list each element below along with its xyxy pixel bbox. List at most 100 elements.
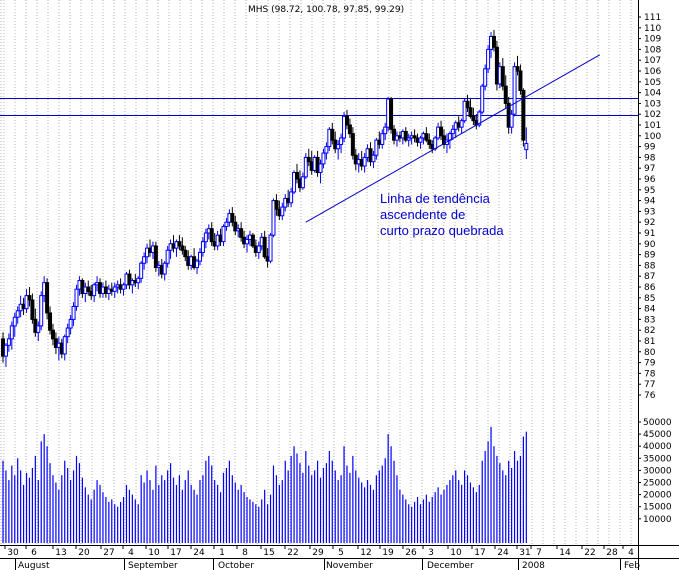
volume-axis: 50000 45000 40000 35000 30000 25000 20000 15000…	[638, 418, 672, 525]
candle-body	[197, 251, 202, 262]
candle-body	[180, 245, 185, 251]
date-label: 28	[606, 548, 618, 558]
volume-tick-label: 45000	[643, 430, 672, 440]
candle-body	[439, 126, 444, 137]
price-tick-label: 93	[644, 207, 655, 217]
candle-body	[274, 200, 279, 210]
price-tick-label: 97	[644, 164, 655, 174]
candle-body	[303, 156, 308, 178]
candle-body	[74, 288, 79, 307]
candle-body	[347, 124, 352, 135]
price-tick-label: 92	[644, 218, 655, 228]
candle-body	[165, 249, 170, 264]
candle-body	[9, 325, 14, 340]
date-label: 27	[103, 548, 114, 558]
price-tick-label: 79	[644, 359, 656, 369]
date-label: 4	[628, 548, 634, 558]
candle-body	[24, 295, 29, 310]
candle-body	[427, 139, 432, 145]
price-tick-label: 77	[644, 380, 655, 390]
candle-body	[62, 336, 67, 355]
candle-body	[424, 133, 429, 141]
volume-tick-label: 25000	[643, 479, 672, 489]
candle-body	[480, 85, 485, 113]
candle-body	[524, 142, 529, 151]
candle-body	[230, 213, 235, 223]
price-tick-label: 94	[644, 197, 656, 207]
candle-body	[86, 286, 91, 292]
date-label: 19	[382, 548, 394, 558]
month-label: August	[18, 561, 50, 570]
candle-body	[362, 156, 367, 167]
month-label: December	[427, 561, 474, 570]
candle-body	[15, 310, 20, 318]
candle-body	[321, 152, 326, 165]
price-tick-label: 83	[644, 315, 655, 325]
candle-body	[142, 256, 147, 264]
price-tick-label: 103	[644, 99, 661, 109]
candle-body	[271, 200, 276, 236]
candle-body	[112, 286, 117, 292]
date-label: 30	[7, 548, 19, 558]
candle-body	[512, 66, 517, 115]
candle-body	[462, 100, 467, 122]
date-label: 12	[360, 548, 371, 558]
volume-tick-label: 15000	[643, 503, 672, 513]
date-label: 14	[559, 548, 571, 558]
volume-tick-label: 50000	[643, 418, 672, 428]
candle-body	[36, 325, 41, 333]
candle-body	[336, 143, 341, 150]
date-label: 17	[474, 548, 485, 558]
candle-body	[509, 113, 514, 128]
candle-body	[209, 228, 214, 243]
candle-body	[153, 245, 158, 269]
candle-body	[195, 260, 200, 269]
price-tick-label: 84	[644, 305, 656, 315]
candle-body	[268, 234, 273, 262]
annotation-line-1: Linha de tendência	[380, 191, 491, 206]
candle-body	[450, 128, 455, 135]
price-tick-label: 107	[644, 56, 661, 66]
date-label: 20	[78, 548, 90, 558]
candle-body	[239, 228, 244, 238]
volume-tick-label: 40000	[643, 442, 672, 452]
price-axis: 1111101091081071061051041031021011009998…	[638, 13, 661, 401]
candle-body	[289, 191, 294, 204]
date-label: 24	[497, 548, 509, 558]
candle-body	[324, 146, 329, 154]
date-label: 1	[219, 548, 225, 558]
price-tick-label: 95	[644, 186, 655, 196]
chart-title: MHS (98.72, 100.78, 97.85, 99.29)	[248, 5, 404, 15]
candle-body	[48, 312, 53, 331]
candle-body	[503, 85, 508, 104]
price-tick-label: 82	[644, 326, 655, 336]
candle-body	[127, 273, 132, 286]
candle-body	[459, 120, 464, 128]
price-tick-label: 106	[644, 67, 661, 77]
price-tick-label: 88	[644, 261, 656, 271]
candle-body	[412, 135, 417, 139]
candle-body	[494, 46, 499, 85]
candle-body	[221, 226, 226, 243]
candle-body	[515, 66, 520, 72]
candle-body	[224, 221, 229, 228]
candle-body	[27, 295, 32, 301]
date-label: 5	[338, 548, 344, 558]
date-label: 26	[405, 548, 417, 558]
candle-body	[250, 234, 255, 247]
month-label: 2008	[522, 561, 545, 570]
price-tick-label: 104	[644, 89, 661, 99]
candle-body	[371, 154, 376, 163]
price-tick-label: 110	[644, 24, 661, 34]
volume-tick-label: 35000	[643, 454, 672, 464]
month-label: November	[326, 561, 373, 570]
candle-body	[380, 133, 385, 145]
candle-body	[245, 238, 250, 245]
candle-body	[306, 156, 311, 163]
price-tick-label: 80	[644, 348, 656, 358]
candle-body	[471, 115, 476, 122]
candle-body	[45, 282, 50, 314]
price-tick-label: 90	[644, 240, 656, 250]
